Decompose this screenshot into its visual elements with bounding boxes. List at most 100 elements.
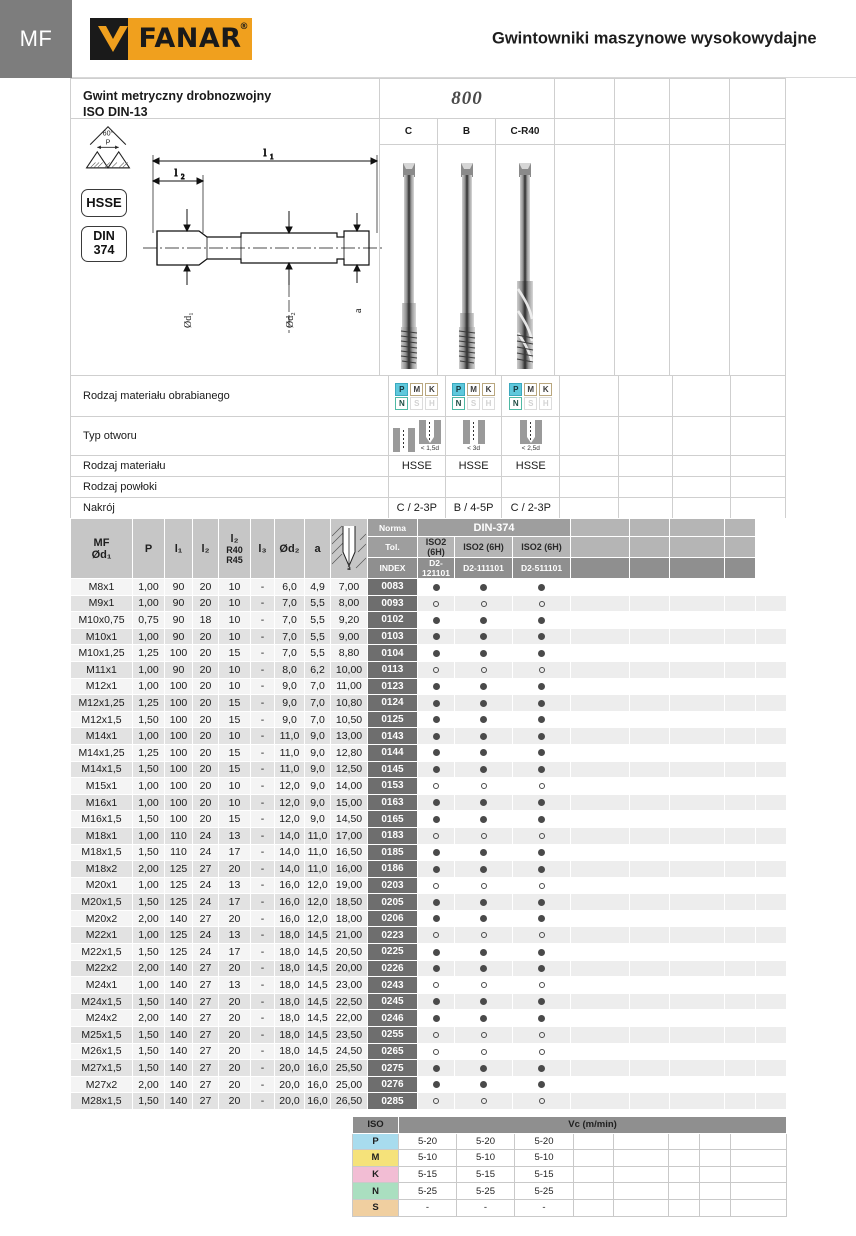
availability-b[interactable] <box>454 793 513 812</box>
table-row[interactable]: M18x1 1,00 110 24 13-14,0 11,0 17,00 0183 <box>70 826 788 845</box>
availability-c[interactable] <box>417 1026 455 1044</box>
table-row[interactable]: M20x1 1,00 125 24 13-16,0 12,0 19,00 0203 <box>70 876 788 895</box>
availability-cr40[interactable] <box>511 926 572 945</box>
availability-cr40[interactable] <box>511 743 572 762</box>
availability-c[interactable] <box>417 1092 455 1110</box>
table-row[interactable]: M27x1,5 1,50 140 27 20-20,0 16,0 25,50 0275 <box>70 1059 788 1077</box>
availability-cr40[interactable] <box>511 777 572 795</box>
availability-b[interactable] <box>454 926 513 945</box>
table-row[interactable]: M22x1,5 1,50 125 24 17-18,0 14,5 20,50 0225 <box>70 943 788 961</box>
availability-cr40[interactable] <box>511 893 572 911</box>
availability-c[interactable] <box>417 1042 455 1061</box>
availability-c[interactable] <box>417 1075 455 1094</box>
table-row[interactable]: M18x1,5 1,50 110 24 17-14,0 11,0 16,50 0185 <box>70 843 788 862</box>
availability-c[interactable] <box>417 992 455 1011</box>
availability-b[interactable] <box>454 660 513 679</box>
availability-cr40[interactable] <box>511 710 572 729</box>
availability-b[interactable] <box>454 1042 513 1061</box>
table-row[interactable]: M15x1 1,00 100 20 10-12,0 9,0 14,00 0153 <box>70 777 788 795</box>
availability-b[interactable] <box>454 810 513 828</box>
availability-cr40[interactable] <box>511 992 572 1011</box>
table-row[interactable]: M14x1,25 1,25 100 20 15-11,0 9,0 12,80 0144 <box>70 743 788 762</box>
availability-b[interactable] <box>454 876 513 895</box>
table-row[interactable]: M26x1,5 1,50 140 27 20-18,0 14,5 24,50 0265 <box>70 1042 788 1061</box>
availability-b[interactable] <box>454 627 513 646</box>
availability-cr40[interactable] <box>511 660 572 679</box>
table-row[interactable]: M24x2 2,00 140 27 20-18,0 14,5 22,00 0246 <box>70 1009 788 1028</box>
table-row[interactable]: M24x1 1,00 140 27 13-18,0 14,5 23,00 0243 <box>70 976 788 994</box>
availability-c[interactable] <box>417 694 455 712</box>
table-row[interactable]: M10x1,25 1,25 100 20 15-7,0 5,5 8,80 0104 <box>70 644 788 662</box>
table-row[interactable]: M20x1,5 1,50 125 24 17-16,0 12,0 18,50 0205 <box>70 893 788 911</box>
availability-c[interactable] <box>417 644 455 662</box>
availability-cr40[interactable] <box>511 594 572 613</box>
table-row[interactable]: M28x1,5 1,50 140 27 20-20,0 16,0 26,50 0285 <box>70 1092 788 1110</box>
availability-b[interactable] <box>454 976 513 994</box>
availability-b[interactable] <box>454 578 513 596</box>
availability-cr40[interactable] <box>511 876 572 895</box>
availability-b[interactable] <box>454 1059 513 1077</box>
availability-b[interactable] <box>454 777 513 795</box>
availability-b[interactable] <box>454 959 513 978</box>
availability-c[interactable] <box>417 860 455 878</box>
availability-cr40[interactable] <box>511 578 572 596</box>
availability-c[interactable] <box>417 743 455 762</box>
availability-cr40[interactable] <box>511 860 572 878</box>
table-row[interactable]: M14x1,5 1,50 100 20 15-11,0 9,0 12,50 0145 <box>70 760 788 779</box>
table-row[interactable]: M20x2 2,00 140 27 20-16,0 12,0 18,00 0206 <box>70 909 788 928</box>
availability-c[interactable] <box>417 976 455 994</box>
availability-cr40[interactable] <box>511 909 572 928</box>
availability-b[interactable] <box>454 727 513 745</box>
availability-c[interactable] <box>417 1059 455 1077</box>
availability-cr40[interactable] <box>511 976 572 994</box>
availability-cr40[interactable] <box>511 1026 572 1044</box>
availability-c[interactable] <box>417 893 455 911</box>
availability-cr40[interactable] <box>511 1059 572 1077</box>
availability-b[interactable] <box>454 826 513 845</box>
availability-c[interactable] <box>417 909 455 928</box>
availability-c[interactable] <box>417 594 455 613</box>
availability-c[interactable] <box>417 627 455 646</box>
availability-cr40[interactable] <box>511 1075 572 1094</box>
availability-b[interactable] <box>454 1026 513 1044</box>
availability-c[interactable] <box>417 777 455 795</box>
table-row[interactable]: M12x1,25 1,25 100 20 15-9,0 7,0 10,80 0124 <box>70 694 788 712</box>
table-row[interactable]: M16x1,5 1,50 100 20 15-12,0 9,0 14,50 0165 <box>70 810 788 828</box>
availability-cr40[interactable] <box>511 611 572 629</box>
availability-c[interactable] <box>417 578 455 596</box>
availability-cr40[interactable] <box>511 843 572 862</box>
table-row[interactable]: M10x1 1,00 90 20 10-7,0 5,5 9,00 0103 <box>70 627 788 646</box>
availability-b[interactable] <box>454 694 513 712</box>
availability-cr40[interactable] <box>511 1042 572 1061</box>
table-row[interactable]: M18x2 2,00 125 27 20-14,0 11,0 16,00 0186 <box>70 860 788 878</box>
availability-cr40[interactable] <box>511 826 572 845</box>
availability-b[interactable] <box>454 909 513 928</box>
availability-c[interactable] <box>417 677 455 696</box>
availability-cr40[interactable] <box>511 694 572 712</box>
availability-c[interactable] <box>417 793 455 812</box>
table-row[interactable]: M22x1 1,00 125 24 13-18,0 14,5 21,00 0223 <box>70 926 788 945</box>
availability-cr40[interactable] <box>511 760 572 779</box>
availability-c[interactable] <box>417 826 455 845</box>
availability-cr40[interactable] <box>511 959 572 978</box>
availability-b[interactable] <box>454 677 513 696</box>
availability-c[interactable] <box>417 611 455 629</box>
availability-b[interactable] <box>454 611 513 629</box>
table-row[interactable]: M10x0,75 0,75 90 18 10-7,0 5,5 9,20 0102 <box>70 611 788 629</box>
availability-cr40[interactable] <box>511 1009 572 1028</box>
table-row[interactable]: M8x1 1,00 90 20 10-6,0 4,9 7,00 0083 <box>70 578 788 596</box>
table-row[interactable]: M16x1 1,00 100 20 10-12,0 9,0 15,00 0163 <box>70 793 788 812</box>
availability-c[interactable] <box>417 943 455 961</box>
availability-c[interactable] <box>417 1009 455 1028</box>
availability-c[interactable] <box>417 959 455 978</box>
availability-b[interactable] <box>454 1075 513 1094</box>
table-row[interactable]: M24x1,5 1,50 140 27 20-18,0 14,5 22,50 0245 <box>70 992 788 1011</box>
availability-b[interactable] <box>454 992 513 1011</box>
availability-c[interactable] <box>417 843 455 862</box>
availability-b[interactable] <box>454 843 513 862</box>
table-row[interactable]: M14x1 1,00 100 20 10-11,0 9,0 13,00 0143 <box>70 727 788 745</box>
availability-cr40[interactable] <box>511 793 572 812</box>
table-row[interactable]: M9x1 1,00 90 20 10-7,0 5,5 8,00 0093 <box>70 594 788 613</box>
availability-c[interactable] <box>417 926 455 945</box>
table-row[interactable]: M11x1 1,00 90 20 10-8,0 6,2 10,00 0113 <box>70 660 788 679</box>
